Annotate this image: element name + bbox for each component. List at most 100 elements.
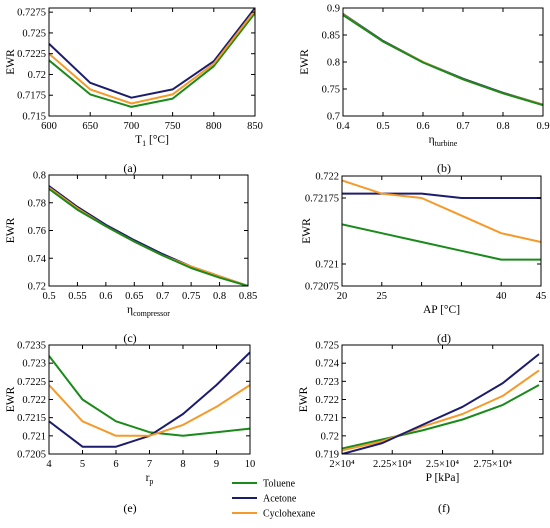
x-tick-label: 0.7 bbox=[156, 291, 169, 302]
panel-b: 0.4 0.5 0.6 0.7 0.8 0.9 0.7 0.75 0.8 0.85 0.9 EWR ηt… bbox=[299, 4, 550, 176]
y-tick-label: 0.72 bbox=[28, 70, 46, 81]
y-tick-label: 0.9 bbox=[327, 4, 340, 15]
panel-f: 2×10⁴ 2.25×10⁴ 2.5×10⁴ 2.75×10⁴ 0.719 0.72 0.7… bbox=[298, 341, 544, 515]
x-tick-label: 0.85 bbox=[239, 291, 257, 302]
y-tick-label: 0.76 bbox=[28, 226, 46, 237]
x-tick-label: 0.9 bbox=[536, 121, 549, 132]
series-line-cyclohexane bbox=[49, 384, 250, 437]
x-tick-label: 25 bbox=[377, 291, 388, 302]
y-tick-label: 0.721 bbox=[315, 260, 339, 271]
plot-frame bbox=[48, 7, 256, 117]
series-line-toluene bbox=[343, 14, 543, 107]
x-tick-label: 2.75×10⁴ bbox=[474, 459, 513, 470]
series-line-cyclohexane bbox=[49, 186, 248, 286]
x-tick-label: 800 bbox=[206, 121, 222, 132]
y-tick-label: 0.7225 bbox=[17, 49, 46, 60]
x-tick-label: 0.6 bbox=[416, 121, 429, 132]
x-tick-label: 10 bbox=[245, 459, 256, 470]
plot-frame bbox=[48, 344, 251, 455]
x-tick-label: 9 bbox=[214, 459, 219, 470]
x-tick-label: 600 bbox=[41, 121, 57, 132]
y-tick-label: 0.7205 bbox=[17, 450, 46, 461]
series-line-toluene bbox=[342, 223, 541, 261]
series-line-toluene bbox=[49, 12, 255, 108]
x-axis-label: ηturbine bbox=[429, 134, 458, 148]
x-tick-label: 40 bbox=[496, 291, 507, 302]
y-tick-label: 0.72075 bbox=[305, 282, 339, 293]
x-tick-label: 45 bbox=[536, 291, 547, 302]
plot-frame bbox=[48, 174, 249, 287]
x-tick-label: 650 bbox=[82, 121, 98, 132]
panel-label: (b) bbox=[437, 161, 451, 175]
x-tick-label: 4 bbox=[46, 459, 52, 470]
x-tick-label: 0.75 bbox=[182, 291, 200, 302]
x-tick-label: 2.25×10⁴ bbox=[373, 459, 412, 470]
x-tick-label: 0.6 bbox=[99, 291, 112, 302]
series-line-acetone bbox=[342, 192, 541, 199]
x-tick-label: 8 bbox=[180, 459, 185, 470]
y-tick-label: 0.725 bbox=[22, 28, 46, 39]
x-axis-label: rp bbox=[146, 472, 154, 486]
y-tick-label: 0.722 bbox=[315, 395, 339, 406]
series-line-cyclohexane bbox=[343, 13, 543, 106]
y-axis-label: EWR bbox=[301, 218, 313, 244]
legend-label: Acetone bbox=[263, 494, 297, 505]
legend: Toluene Acetone Cyclohexane bbox=[232, 479, 316, 520]
y-tick-label: 0.723 bbox=[315, 377, 339, 388]
panel-label: (a) bbox=[123, 161, 136, 175]
y-tick-label: 0.74 bbox=[28, 254, 47, 265]
legend-label: Cyclohexane bbox=[263, 509, 316, 520]
x-tick-label: 700 bbox=[124, 121, 140, 132]
y-tick-label: 0.72175 bbox=[305, 194, 339, 205]
y-tick-label: 0.7215 bbox=[17, 413, 46, 424]
y-tick-label: 0.721 bbox=[22, 431, 46, 442]
y-tick-label: 0.85 bbox=[322, 31, 340, 42]
panel-a: 600 650 700 750 800 850 0.715 0.7175 0.72 0.7225 0… bbox=[5, 7, 263, 175]
y-tick-label: 0.724 bbox=[315, 359, 339, 370]
y-tick-label: 0.7 bbox=[327, 112, 340, 123]
x-axis-label: AP [°C] bbox=[423, 304, 460, 316]
x-axis-label: T1 [°C] bbox=[135, 134, 169, 148]
y-tick-label: 0.7175 bbox=[17, 91, 46, 102]
x-tick-label: 0.5 bbox=[376, 121, 389, 132]
y-tick-label: 0.78 bbox=[28, 198, 46, 209]
y-tick-label: 0.721 bbox=[315, 413, 339, 424]
plot-frame bbox=[341, 175, 542, 287]
y-tick-label: 0.722 bbox=[22, 395, 46, 406]
series-line-acetone bbox=[343, 13, 543, 106]
panel-label: (e) bbox=[123, 501, 136, 515]
panel-e: 4 5 6 7 8 9 10 0.7205 0.721 0.7215 0.722 0.7225 0.72… bbox=[5, 341, 255, 516]
x-tick-label: 0.7 bbox=[456, 121, 469, 132]
x-tick-label: 0.8 bbox=[496, 121, 509, 132]
series-line-acetone bbox=[342, 353, 540, 454]
y-tick-label: 0.725 bbox=[315, 341, 339, 352]
series-line-toluene bbox=[342, 384, 540, 450]
y-tick-label: 0.72 bbox=[321, 431, 339, 442]
x-tick-label: 0.65 bbox=[125, 291, 143, 302]
panel-label: (f) bbox=[438, 501, 450, 515]
y-tick-label: 0.8 bbox=[33, 171, 46, 182]
legend-label: Toluene bbox=[263, 479, 296, 490]
x-tick-label: 0.5 bbox=[42, 291, 55, 302]
y-tick-label: 0.7225 bbox=[17, 377, 46, 388]
y-axis-label: EWR bbox=[299, 49, 311, 75]
plot-frame bbox=[342, 7, 544, 117]
series-line-acetone bbox=[49, 8, 255, 99]
panel-label: (d) bbox=[437, 331, 451, 345]
series-line-cyclohexane bbox=[342, 369, 540, 452]
y-tick-label: 0.72 bbox=[28, 282, 46, 293]
series-line-cyclohexane bbox=[49, 9, 255, 105]
x-tick-label: 0.4 bbox=[336, 121, 350, 132]
x-tick-label: 850 bbox=[247, 121, 263, 132]
y-tick-label: 0.723 bbox=[22, 359, 46, 370]
x-tick-label: 5 bbox=[80, 459, 85, 470]
series-line-toluene bbox=[49, 355, 250, 437]
panel-label: (c) bbox=[123, 331, 136, 345]
x-axis-label: P [kPa] bbox=[426, 472, 460, 484]
series-line-acetone bbox=[49, 185, 248, 286]
y-tick-label: 0.7275 bbox=[17, 8, 46, 19]
y-tick-label: 0.75 bbox=[322, 85, 340, 96]
series-line-cyclohexane bbox=[342, 179, 541, 243]
y-axis-label: EWR bbox=[5, 386, 17, 412]
